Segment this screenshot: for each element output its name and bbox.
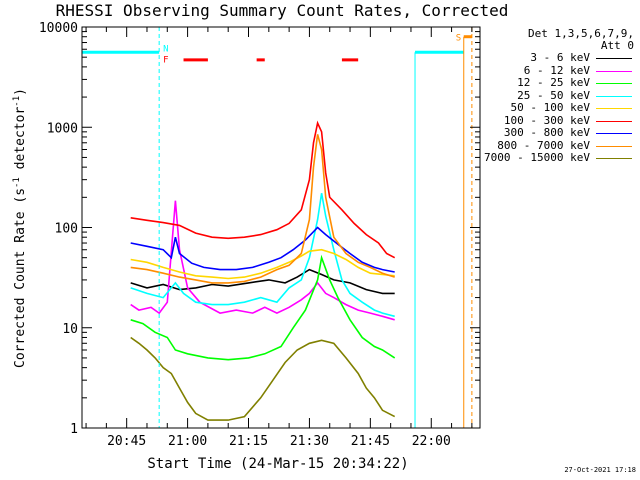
flag-letter-S: S: [456, 34, 461, 44]
x-axis-label: Start Time (24-Mar-15 20:34:22): [147, 456, 408, 472]
legend-rows: 3 - 6 keV 6 - 12 keV 12 - 25 keV 25 - 50 ke…: [484, 52, 634, 165]
legend: Det 1,3,5,6,7,9, Att 0 3 - 6 keV 6 - 12 k…: [484, 28, 634, 165]
legend-item: 50 - 100 keV: [484, 102, 634, 115]
x-tick-label: 21:45: [351, 434, 390, 449]
legend-label: 25 - 50 keV: [517, 88, 590, 102]
y-tick-label: 100: [55, 222, 78, 237]
x-tick-label: 21:30: [290, 434, 329, 449]
series-line-4: [130, 248, 395, 280]
legend-swatch: [596, 133, 632, 134]
x-tick-label: 22:00: [412, 434, 451, 449]
legend-item: 6 - 12 keV: [484, 63, 634, 78]
legend-label: 800 - 7000 keV: [497, 138, 590, 152]
legend-item: 7000 - 15000 keV: [484, 152, 634, 165]
legend-item: 100 - 300 keV: [484, 113, 634, 128]
flag-bars: [82, 35, 472, 62]
legend-swatch: [596, 58, 632, 59]
data-layer: NF S: [82, 27, 473, 428]
y-label-sup1: -1: [12, 177, 22, 188]
series-line-1: [130, 200, 395, 321]
legend-item: 12 - 25 keV: [484, 77, 634, 90]
axes-layer: 1 10 100 1000 10000 20:45 21:00 21:15 21:30 21:45…: [39, 21, 480, 449]
y-tick-label: 1: [70, 422, 78, 437]
legend-swatch: [596, 83, 632, 84]
series-line-0: [130, 268, 395, 295]
flag-letter-N: N: [163, 44, 168, 54]
legend-item: 800 - 7000 keV: [484, 138, 634, 153]
series-line-5: [130, 120, 396, 259]
y-axis-label: Corrected Count Rate (s-1 detector-1): [12, 88, 28, 368]
series-line-6: [130, 226, 395, 273]
legend-label: 7000 - 15000 keV: [484, 151, 590, 164]
legend-label: 300 - 800 keV: [503, 126, 590, 139]
legend-label: 3 - 6 keV: [530, 51, 590, 64]
legend-swatch: [596, 108, 632, 109]
legend-swatch: [596, 70, 632, 72]
x-tick-label: 21:15: [229, 434, 268, 449]
flag-letters: NF S: [163, 34, 461, 66]
legend-header-line2: Att 0: [600, 39, 634, 52]
legend-item: 3 - 6 keV: [484, 52, 634, 65]
legend-swatch: [596, 158, 632, 159]
legend-label: 6 - 12 keV: [523, 63, 590, 77]
y-tick-label: 10: [62, 322, 78, 337]
legend-item: 300 - 800 keV: [484, 127, 634, 140]
series-line-7: [130, 134, 395, 284]
legend-label: 12 - 25 keV: [517, 76, 590, 89]
legend-item: 25 - 50 keV: [484, 88, 634, 103]
y-tick-label: 10000: [39, 21, 78, 36]
series-line-2: [130, 254, 396, 361]
datestamp: 27-Oct-2021 17:18: [564, 466, 636, 474]
chart-title: RHESSI Observing Summary Count Rates, Co…: [56, 1, 509, 20]
y-label-end: ): [13, 88, 28, 96]
series-line-8: [130, 336, 396, 421]
flag-letter-F: F: [163, 56, 168, 66]
boundary-lines: [158, 27, 473, 428]
series-group: [130, 120, 396, 421]
x-tick-label: 20:45: [107, 434, 146, 449]
legend-label: 100 - 300 keV: [503, 113, 590, 127]
x-tick-label: 21:00: [168, 434, 207, 449]
series-line-3: [130, 193, 395, 318]
legend-swatch: [596, 95, 632, 97]
legend-swatch: [596, 120, 632, 122]
legend-swatch: [596, 145, 632, 147]
y-label-sup2: -1: [12, 96, 22, 107]
y-label-mid: detector: [13, 107, 28, 178]
y-label-main: Corrected Count Rate (s: [13, 188, 28, 368]
y-tick-label: 1000: [47, 121, 78, 136]
legend-header-line1: Det 1,3,5,6,7,9,: [528, 27, 634, 40]
legend-label: 50 - 100 keV: [510, 101, 590, 114]
